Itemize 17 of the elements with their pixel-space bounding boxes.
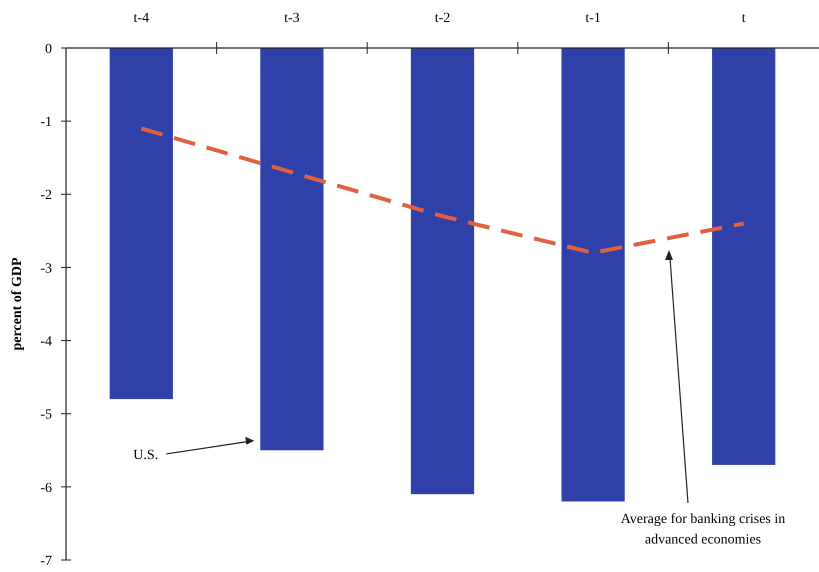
y-tick-label: -5	[40, 408, 52, 423]
x-tick-label: t-4	[134, 11, 150, 26]
annotation: Average for banking crises in advanced economies	[620, 512, 786, 548]
y-tick-label: -2	[40, 188, 52, 204]
y-tick-label: -6	[40, 480, 52, 496]
y-axis-title: percent of GDP	[10, 257, 25, 351]
y-tick-label: -3	[40, 261, 52, 276]
y-tick-label: -1	[40, 115, 52, 130]
x-tick-label: t	[742, 11, 746, 26]
annotation: U.S.	[133, 448, 158, 463]
x-tick-label: t-3	[284, 11, 300, 26]
line-series	[139, 126, 746, 255]
y-tick-label: -4	[40, 334, 52, 350]
x-tick-label: t-1	[585, 11, 601, 26]
x-tick-label: t-2	[434, 11, 450, 26]
y-tick-label: 0	[45, 42, 52, 57]
y-tick-label: -7	[40, 554, 52, 569]
